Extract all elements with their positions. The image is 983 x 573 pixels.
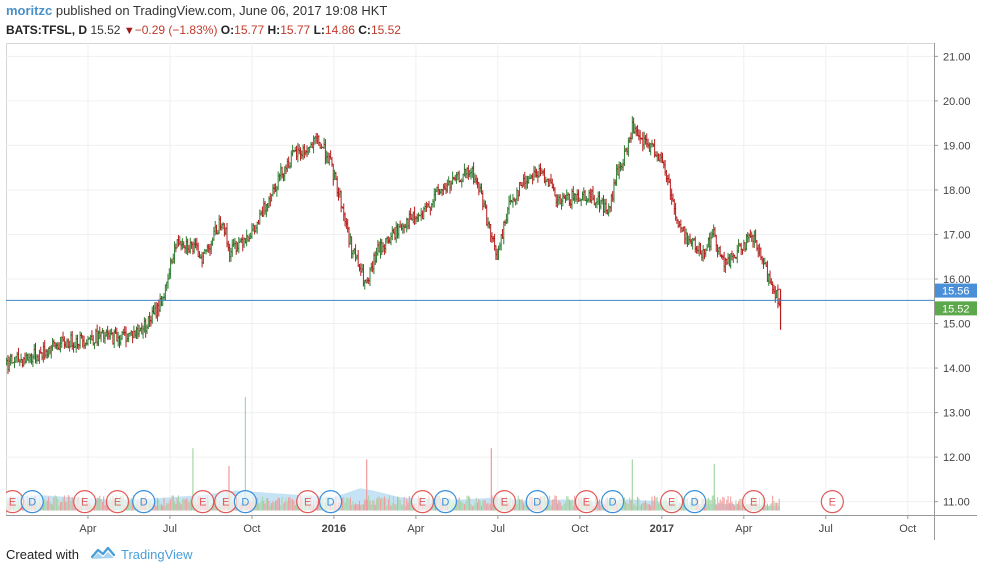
earnings-marker-label: E [419, 497, 426, 509]
earnings-marker-label: E [501, 497, 508, 509]
price-change: −0.29 (−1.83%) [134, 23, 218, 37]
tradingview-logo-icon[interactable] [90, 546, 116, 563]
dividend-marker-label: D [441, 497, 449, 509]
publish-info: published on TradingView.com, June 06, 2… [52, 3, 388, 18]
price-tick-label: 12.00 [943, 452, 971, 464]
earnings-marker [73, 490, 97, 514]
earnings-marker-label: E [668, 497, 675, 509]
earnings-marker [574, 490, 599, 514]
earnings-marker-label: E [750, 497, 757, 509]
earnings-marker-label: E [583, 497, 590, 509]
dividend-marker [132, 490, 156, 514]
earnings-marker-label: E [829, 497, 836, 509]
time-tick-label: Jul [819, 523, 833, 535]
price-tick-label: 13.00 [943, 408, 971, 420]
dividend-marker-label: D [691, 497, 699, 509]
dividend-marker [683, 490, 707, 514]
dividend-marker-label: D [241, 497, 249, 509]
low-value: 14.86 [324, 23, 355, 37]
earnings-marker-label: E [81, 497, 88, 509]
price-label-bg [935, 283, 977, 298]
high-value: 15.77 [280, 23, 311, 37]
dividend-marker [233, 490, 257, 514]
down-triangle-icon: ▼ [123, 25, 135, 37]
price-label-bg [935, 301, 977, 316]
time-tick-label: 2017 [650, 523, 674, 535]
dividend-marker [20, 490, 44, 514]
dividend-marker-label: D [28, 497, 36, 509]
time-tick-label: Apr [735, 523, 752, 535]
tradingview-link[interactable]: TradingView [120, 547, 193, 562]
price-tick-label: 20.00 [943, 96, 971, 108]
price-tick-label: 15.00 [943, 319, 971, 331]
price-tick-label: 14.00 [943, 363, 971, 375]
time-tick-label: Oct [899, 523, 916, 535]
price-chart-svg[interactable]: 21.00 20.00 19.00 18.00 17.00 16.00 15.00 14.00… [0, 43, 977, 540]
price-tick-label: 17.00 [943, 229, 971, 241]
earnings-marker [820, 490, 844, 514]
time-tick-label: Oct [571, 523, 588, 535]
close-label: C: [358, 23, 371, 37]
dividend-marker-label: D [533, 497, 541, 509]
dividend-marker-label: D [140, 497, 148, 509]
created-with-label: Created with [6, 547, 79, 562]
earnings-marker-label: E [222, 497, 229, 509]
dividend-marker [601, 490, 625, 514]
earnings-marker-label: E [9, 497, 16, 509]
time-tick-label: Jul [491, 523, 505, 535]
price-tick-label: 18.00 [943, 185, 971, 197]
earnings-marker [296, 490, 320, 514]
earnings-marker [492, 490, 517, 514]
ohlc-bars [5, 116, 781, 375]
quote-bar: BATS:TFSL, D 15.52 ▼−0.29 (−1.83%) O:15.… [6, 22, 401, 39]
time-tick-label: Jul [163, 523, 177, 535]
price-tick-label: 21.00 [943, 51, 971, 63]
earnings-marker [105, 490, 130, 514]
publish-header: moritzc published on TradingView.com, Ju… [6, 3, 387, 19]
earnings-marker [660, 490, 684, 514]
price-label: 15.52 [942, 303, 970, 315]
dividend-marker [433, 490, 458, 514]
open-value: 15.77 [234, 23, 265, 37]
price-label: 15.56 [942, 286, 970, 298]
earnings-marker-label: E [199, 497, 206, 509]
author-link[interactable]: moritzc [6, 3, 53, 18]
price-tick-label: 11.00 [943, 497, 970, 509]
earnings-marker-label: E [114, 497, 121, 509]
price-tick-label: 16.00 [943, 274, 971, 286]
dividend-marker-label: D [609, 497, 617, 509]
open-label: O: [220, 23, 235, 37]
time-tick-label: Oct [243, 523, 260, 535]
close-value: 15.52 [370, 23, 401, 37]
dividend-marker [319, 490, 343, 514]
earnings-marker-label: E [304, 497, 311, 509]
high-label: H: [267, 23, 281, 37]
earnings-marker [410, 490, 435, 514]
earnings-marker [191, 490, 215, 514]
symbol-label: BATS:TFSL, D [6, 23, 88, 37]
time-tick-label: Apr [407, 523, 424, 535]
low-label: L: [313, 23, 325, 37]
price-chart[interactable]: 21.00 20.00 19.00 18.00 17.00 16.00 15.00 14.00… [0, 43, 977, 540]
time-tick-label: 2016 [322, 523, 346, 535]
last-price: 15.52 [90, 23, 121, 37]
time-tick-label: Apr [79, 523, 96, 535]
earnings-marker [742, 490, 766, 514]
dividend-marker [525, 490, 549, 514]
price-tick-label: 19.00 [943, 140, 971, 152]
footer: Created with TradingView [6, 546, 193, 563]
dividend-marker-label: D [327, 497, 335, 509]
